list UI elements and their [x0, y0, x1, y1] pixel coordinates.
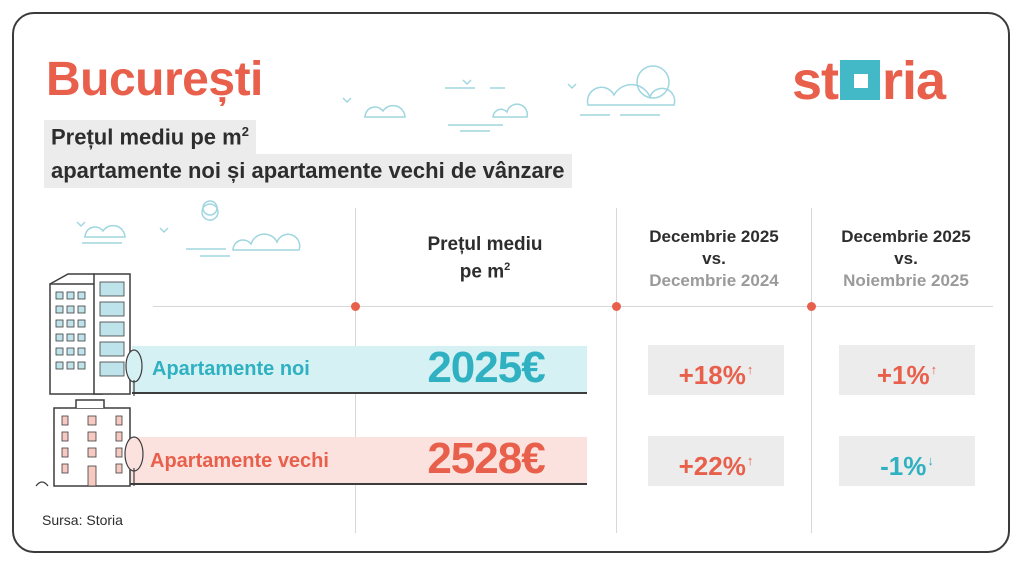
arrow-up-icon: ↑ [746, 362, 754, 377]
grid-dot [351, 302, 360, 311]
price-old-apartments: 2528€ [427, 434, 545, 483]
mom-column-header: Decembrie 2025 vs. Noiembrie 2025 [841, 227, 971, 290]
modern-building-icon [49, 273, 143, 396]
grid-dot [807, 302, 816, 311]
logo-square-icon [840, 60, 881, 100]
row-label-old-apartments: Apartamente vechi [150, 450, 329, 472]
row-band-old-apartments [130, 437, 587, 485]
grid-divider-2 [616, 208, 617, 533]
subtitle-line-2: apartamente noi și apartamente vechi de … [44, 154, 572, 188]
grid-divider-3 [811, 208, 812, 533]
row-band-new-apartments [132, 346, 587, 394]
arrow-down-icon: ↓ [927, 453, 934, 468]
price-new-apartments: 2025€ [427, 343, 545, 392]
arrow-up-icon: ↑ [746, 453, 754, 468]
grid-dot [612, 302, 621, 311]
storia-logo: st ria [792, 50, 946, 112]
mom-change-new: +1%↑ [839, 345, 975, 395]
yoy-column-header: Decembrie 2025 vs. Decembrie 2024 [649, 227, 779, 290]
yoy-change-new: +18%↑ [648, 345, 784, 395]
mom-change-old: -1%↓ [839, 436, 975, 486]
source-note: Sursa: Storia [42, 512, 123, 528]
logo-text-end: ria [882, 51, 946, 111]
subtitle-line-1: Prețul mediu pe m2 [44, 120, 256, 155]
logo-text-start: st [792, 51, 839, 111]
row-label-new-apartments: Apartamente noi [152, 358, 310, 380]
arrow-up-icon: ↑ [930, 362, 938, 377]
price-column-header: Prețul mediu pe m2 [427, 234, 543, 283]
old-building-icon [35, 399, 144, 487]
page-title: București [46, 53, 263, 106]
header-divider [153, 306, 993, 307]
yoy-change-old: +22%↑ [648, 436, 784, 486]
